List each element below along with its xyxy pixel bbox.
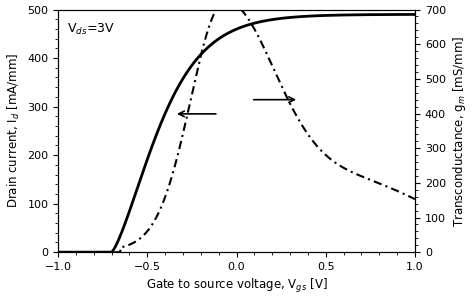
Y-axis label: Transconductance, g$_m$ [mS/mm]: Transconductance, g$_m$ [mS/mm] (451, 35, 468, 226)
X-axis label: Gate to source voltage, V$_{gs}$ [V]: Gate to source voltage, V$_{gs}$ [V] (146, 278, 328, 296)
Y-axis label: Drain current, I$_d$ [mA/mm]: Drain current, I$_d$ [mA/mm] (6, 53, 22, 209)
Text: V$_{ds}$=3V: V$_{ds}$=3V (67, 22, 115, 37)
